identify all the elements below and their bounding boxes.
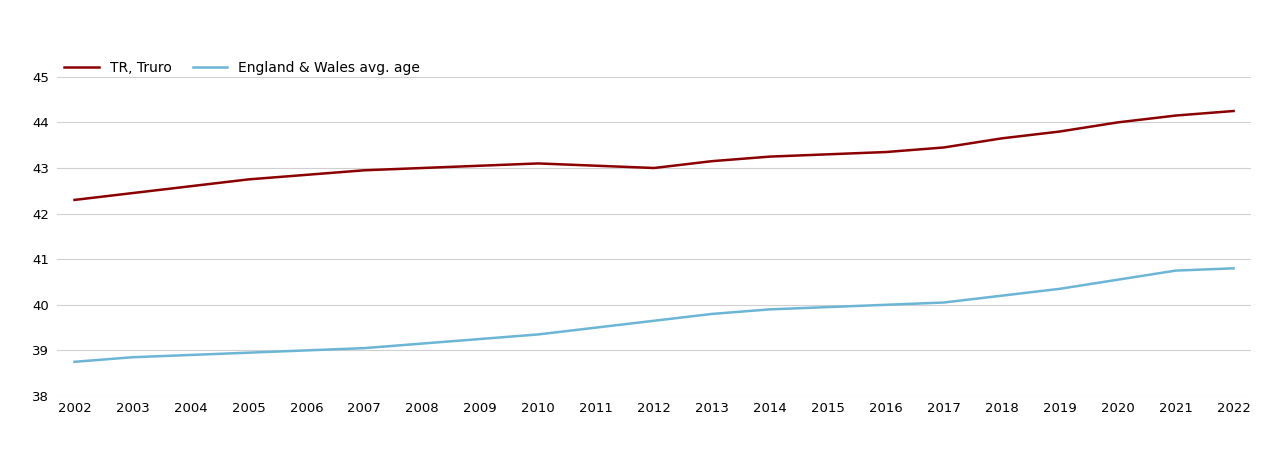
Line: England & Wales avg. age: England & Wales avg. age xyxy=(75,268,1233,362)
England & Wales avg. age xyxy=(1226,266,1241,271)
TR, Truro xyxy=(762,154,777,159)
England & Wales avg. age xyxy=(1110,277,1125,283)
TR, Truro xyxy=(879,149,894,155)
TR, Truro xyxy=(124,190,140,196)
England & Wales avg. age xyxy=(646,318,662,324)
TR, Truro xyxy=(1110,120,1125,125)
England & Wales avg. age xyxy=(705,311,720,317)
England & Wales avg. age xyxy=(357,346,372,351)
England & Wales avg. age xyxy=(472,336,488,342)
TR, Truro xyxy=(298,172,314,178)
TR, Truro xyxy=(1168,113,1184,118)
England & Wales avg. age xyxy=(531,332,546,337)
TR, Truro xyxy=(1052,129,1067,134)
TR, Truro xyxy=(820,152,836,157)
TR, Truro xyxy=(183,184,198,189)
TR, Truro xyxy=(994,135,1010,141)
England & Wales avg. age xyxy=(762,306,777,312)
TR, Truro xyxy=(531,161,546,166)
England & Wales avg. age xyxy=(879,302,894,307)
England & Wales avg. age xyxy=(183,352,198,358)
England & Wales avg. age xyxy=(414,341,429,346)
TR, Truro xyxy=(472,163,488,168)
TR, Truro xyxy=(705,158,720,164)
TR, Truro xyxy=(241,177,257,182)
TR, Truro xyxy=(936,145,951,150)
TR, Truro xyxy=(588,163,603,168)
England & Wales avg. age xyxy=(124,355,140,360)
Legend: TR, Truro, England & Wales avg. age: TR, Truro, England & Wales avg. age xyxy=(64,61,420,75)
TR, Truro xyxy=(646,165,662,171)
TR, Truro xyxy=(357,167,372,173)
England & Wales avg. age xyxy=(1168,268,1184,273)
England & Wales avg. age xyxy=(820,304,836,310)
Line: TR, Truro: TR, Truro xyxy=(75,111,1233,200)
England & Wales avg. age xyxy=(994,293,1010,298)
England & Wales avg. age xyxy=(1052,286,1067,292)
England & Wales avg. age xyxy=(67,359,83,364)
England & Wales avg. age xyxy=(936,300,951,305)
England & Wales avg. age xyxy=(241,350,257,356)
TR, Truro xyxy=(414,165,429,171)
England & Wales avg. age xyxy=(588,325,603,330)
TR, Truro xyxy=(1226,108,1241,114)
England & Wales avg. age xyxy=(298,348,314,353)
TR, Truro xyxy=(67,197,83,202)
